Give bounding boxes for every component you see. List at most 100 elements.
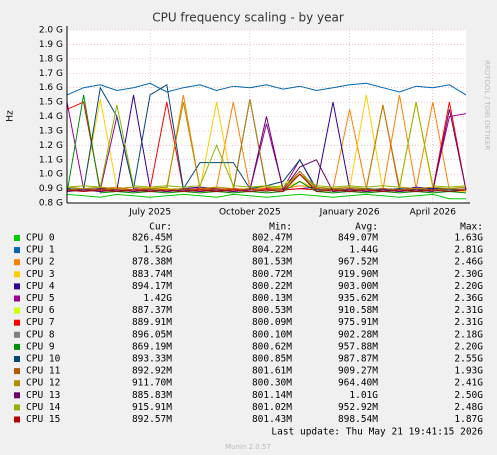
- legend-avg: 909.27M: [338, 366, 378, 377]
- legend-cur: 915.91M: [132, 402, 172, 413]
- legend-header: Avg:: [355, 222, 378, 233]
- legend-label: CPU 1: [26, 245, 55, 256]
- y-tick-label: 1.7 G: [39, 69, 63, 79]
- series-line: [66, 94, 467, 194]
- x-tick-label: July 2025: [128, 208, 171, 218]
- y-tick-label: 1.9 G: [39, 40, 63, 50]
- legend-avg: 967.52M: [338, 257, 378, 268]
- series-line: [66, 193, 466, 200]
- series-line: [66, 109, 467, 193]
- y-tick-label: 0.8 G: [39, 199, 63, 209]
- legend-max: 1.93G: [454, 366, 483, 377]
- legend-label: CPU 15: [26, 414, 60, 425]
- legend-label: CPU 5: [26, 293, 55, 304]
- legend-label: CPU 9: [26, 341, 55, 352]
- legend-cur: 1.42G: [143, 293, 172, 304]
- legend-max: 2.55G: [454, 354, 483, 365]
- legend-avg: 975.91M: [338, 317, 378, 328]
- legend-min: 801.02M: [252, 402, 292, 413]
- legend-swatch: [14, 416, 20, 423]
- legend-swatch: [14, 235, 20, 241]
- legend-min: 800.22M: [252, 281, 292, 292]
- legend-min: 800.30M: [252, 378, 292, 389]
- y-tick-label: 2.0 G: [39, 26, 63, 36]
- legend-cur: 892.57M: [132, 414, 172, 425]
- legend-swatch: [14, 295, 20, 302]
- legend-swatch: [14, 331, 20, 338]
- legend-label: CPU 8: [26, 329, 55, 340]
- x-tick-label: October 2025: [219, 208, 281, 218]
- legend-label: CPU 13: [26, 390, 60, 401]
- legend-avg: 903.00M: [338, 281, 378, 292]
- legend-min: 800.09M: [252, 317, 292, 328]
- legend-min: 800.10M: [252, 329, 292, 340]
- legend-avg: 910.58M: [338, 305, 378, 316]
- legend-label: CPU 12: [26, 378, 60, 389]
- legend-min: 800.62M: [252, 341, 292, 352]
- legend-swatch: [14, 307, 20, 314]
- legend-cur: 887.37M: [132, 305, 172, 316]
- footer: Munin 2.0.57: [225, 443, 271, 451]
- series-line: [66, 173, 467, 193]
- legend-max: 2.36G: [454, 293, 483, 304]
- legend-max: 2.18G: [454, 329, 483, 340]
- y-tick-label: 1.1 G: [39, 155, 63, 165]
- legend-avg: 1.44G: [349, 245, 378, 256]
- legend-label: CPU 6: [26, 305, 55, 316]
- legend-max: 2.41G: [454, 378, 483, 389]
- legend-cur: 894.17M: [132, 281, 172, 292]
- legend-avg: 957.88M: [338, 341, 378, 352]
- legend-swatch: [14, 392, 20, 399]
- y-axis-label: Hz: [6, 110, 16, 122]
- legend-cur: 1.52G: [143, 245, 172, 256]
- y-tick-label: 1.3 G: [39, 126, 63, 136]
- watermark: RRDTOOL / TOBI OETIKER: [483, 60, 491, 150]
- legend-min: 804.22M: [252, 245, 292, 256]
- legend-label: CPU 0: [26, 233, 55, 244]
- legend-max: 2.31G: [454, 317, 483, 328]
- legend-avg: 952.92M: [338, 402, 378, 413]
- legend-cur: 883.74M: [132, 269, 172, 280]
- legend-swatch: [14, 259, 20, 266]
- legend-avg: 898.54M: [338, 414, 378, 425]
- y-tick-label: 1.8 G: [39, 54, 63, 64]
- legend-max: 1.87G: [454, 414, 483, 425]
- legend-label: CPU 7: [26, 317, 55, 328]
- legend-cur: 869.19M: [132, 341, 172, 352]
- legend-min: 801.14M: [252, 390, 292, 401]
- y-tick-label: 1.5 G: [39, 98, 63, 108]
- legend-max: 2.50G: [454, 390, 483, 401]
- legend-max: 2.48G: [454, 402, 483, 413]
- legend-header: Max:: [460, 222, 483, 233]
- y-tick-label: 1.0 G: [39, 170, 63, 180]
- legend-header: Min:: [269, 222, 292, 233]
- legend-swatch: [14, 343, 20, 350]
- legend-min: 802.47M: [252, 233, 292, 244]
- legend-max: 2.20G: [454, 281, 483, 292]
- legend-min: 800.13M: [252, 293, 292, 304]
- legend-max: 2.20G: [454, 341, 483, 352]
- legend-avg: 1.01G: [349, 390, 378, 401]
- legend-avg: 935.62M: [338, 293, 378, 304]
- legend-swatch: [14, 271, 20, 278]
- legend-cur: 885.83M: [132, 390, 172, 401]
- chart-title: CPU frequency scaling - by year: [152, 11, 344, 25]
- legend-cur: 893.33M: [132, 354, 172, 365]
- legend-swatch: [14, 319, 20, 326]
- legend-min: 800.53M: [252, 305, 292, 316]
- legend-cur: 896.05M: [132, 329, 172, 340]
- legend-swatch: [14, 356, 20, 362]
- legend-label: CPU 4: [26, 281, 55, 292]
- legend-cur: 911.70M: [132, 378, 172, 389]
- legend-swatch: [14, 404, 20, 411]
- legend-swatch: [14, 283, 20, 290]
- legend-min: 801.53M: [252, 257, 292, 268]
- legend-label: CPU 2: [26, 257, 55, 268]
- legend-avg: 919.90M: [338, 269, 378, 280]
- legend-cur: 892.92M: [132, 366, 172, 377]
- legend-swatch: [14, 247, 20, 254]
- y-tick-label: 1.6 G: [39, 83, 63, 93]
- legend-avg: 964.40M: [338, 378, 378, 389]
- legend-min: 800.85M: [252, 354, 292, 365]
